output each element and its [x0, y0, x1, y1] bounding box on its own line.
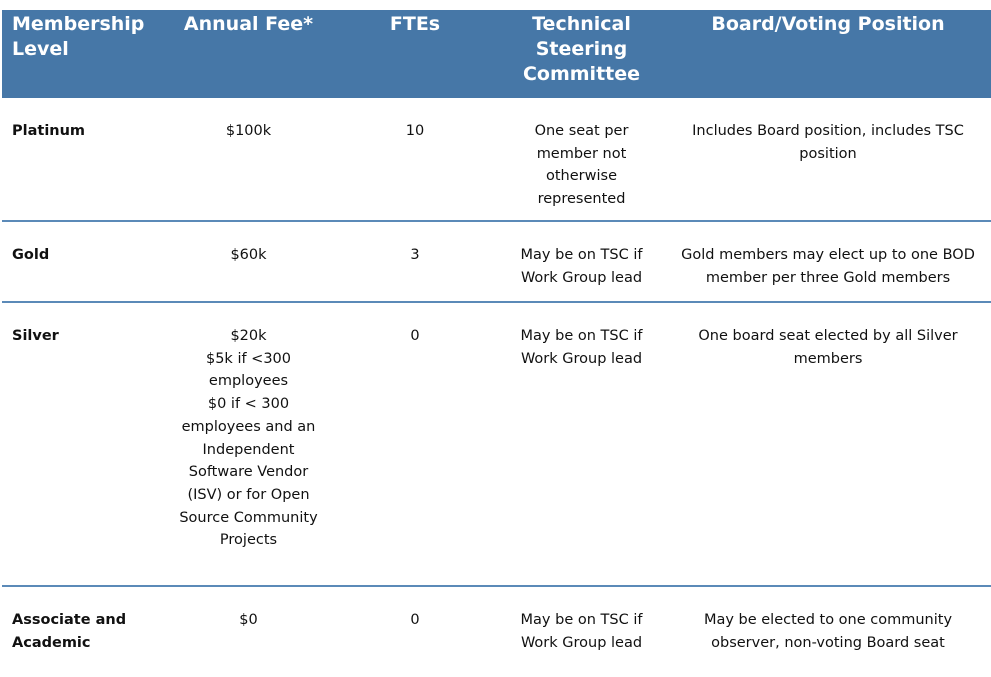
fee-line: $0 if < 300 employees and an Independent…	[179, 396, 318, 549]
table-row: Silver $20k $5k if <300 employees $0 if …	[2, 303, 991, 587]
header-board-voting: Board/Voting Position	[711, 13, 945, 35]
fee-line: $5k if <300 employees	[205, 350, 292, 390]
cell-board: One board seat elected by all Silver mem…	[698, 328, 958, 367]
table-row: Associate and Academic $0 0 May be on TS…	[2, 587, 991, 677]
cell-tsc: May be on TSC if Work Group lead	[520, 612, 643, 651]
header-membership-level: Membership Level	[12, 13, 145, 60]
cell-fee: $100k	[225, 123, 272, 139]
header-annual-fee: Annual Fee*	[183, 13, 314, 35]
table-row: Gold $60k 3 May be on TSC if Work Group …	[2, 222, 991, 303]
table-header: Membership Level Annual Fee* FTEs Techni…	[2, 10, 991, 98]
cell-ftes: 10	[405, 123, 425, 139]
cell-board: Includes Board position, includes TSC po…	[692, 123, 964, 162]
cell-level: Silver	[12, 328, 59, 344]
cell-level: Gold	[12, 247, 50, 263]
fee-line: $20k	[230, 328, 267, 344]
cell-board: May be elected to one community observer…	[703, 612, 953, 651]
cell-tsc: May be on TSC if Work Group lead	[520, 247, 643, 286]
cell-tsc: May be on TSC if Work Group lead	[520, 328, 643, 367]
membership-table: Membership Level Annual Fee* FTEs Techni…	[2, 10, 991, 677]
cell-ftes: 0	[410, 612, 420, 628]
cell-fee: $0	[239, 612, 258, 628]
cell-board: Gold members may elect up to one BOD mem…	[681, 247, 975, 286]
header-tsc: Technical Steering Committee	[522, 13, 641, 85]
cell-level: Platinum	[12, 123, 86, 139]
cell-fee: $60k	[230, 247, 267, 263]
cell-level: Associate and Academic	[12, 612, 127, 651]
cell-fee: $20k $5k if <300 employees $0 if < 300 e…	[165, 303, 332, 585]
cell-ftes: 0	[410, 328, 420, 344]
cell-tsc: One seat per member not otherwise repres…	[534, 123, 629, 208]
cell-ftes: 3	[410, 247, 420, 263]
table-row: Platinum $100k 10 One seat per member no…	[2, 98, 991, 222]
header-ftes: FTEs	[389, 13, 441, 35]
